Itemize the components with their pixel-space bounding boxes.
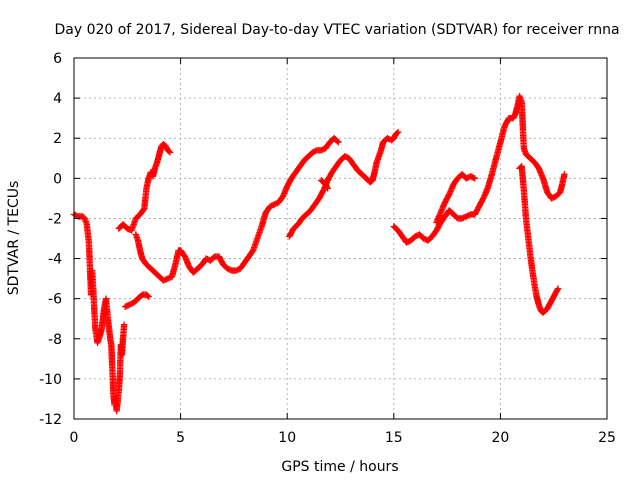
data-series-segment	[122, 291, 152, 310]
x-tick-label: 10	[278, 430, 296, 446]
y-tick-label: -10	[39, 372, 62, 388]
x-tick-label: 0	[70, 430, 79, 446]
y-tick-label: 2	[53, 131, 62, 147]
chart-title: Day 020 of 2017, Sidereal Day-to-day VTE…	[54, 22, 619, 38]
data-point-markers	[115, 141, 174, 234]
y-tick-label: -6	[48, 292, 62, 308]
data-point-markers	[122, 291, 152, 310]
y-tick-label: -4	[48, 252, 62, 268]
data-series-segment	[318, 177, 331, 192]
data-series-segment	[115, 141, 174, 234]
data-series-segment	[132, 135, 342, 284]
y-tick-label: -12	[39, 412, 62, 428]
plot-frame	[73, 57, 608, 420]
x-tick-label: 25	[598, 430, 616, 446]
data-point-markers	[318, 177, 331, 192]
data-point-markers	[286, 129, 402, 240]
data-point-markers	[433, 171, 478, 226]
y-tick-label: -2	[48, 211, 62, 227]
data-series-segment	[286, 129, 402, 240]
y-tick-label: 4	[53, 91, 62, 107]
data-marks	[70, 92, 568, 415]
data-series-segment	[70, 211, 128, 415]
y-tick-label: -8	[48, 332, 62, 348]
y-tick-label: 0	[53, 171, 62, 187]
x-tick-label: 15	[385, 430, 403, 446]
x-tick-label: 20	[491, 430, 509, 446]
data-point-markers	[70, 211, 128, 415]
y-axis-label: SDTVAR / TECUs	[6, 181, 22, 296]
data-series-segment	[433, 171, 478, 226]
grid	[74, 58, 607, 419]
x-tick-label: 5	[176, 430, 185, 446]
data-point-markers	[132, 135, 342, 284]
data-point-markers	[390, 92, 568, 246]
data-point-markers	[516, 163, 562, 316]
data-series-segment	[516, 163, 562, 316]
data-series-segment	[390, 92, 568, 246]
x-axis-label: GPS time / hours	[281, 459, 398, 475]
y-tick-label: 6	[53, 51, 62, 67]
